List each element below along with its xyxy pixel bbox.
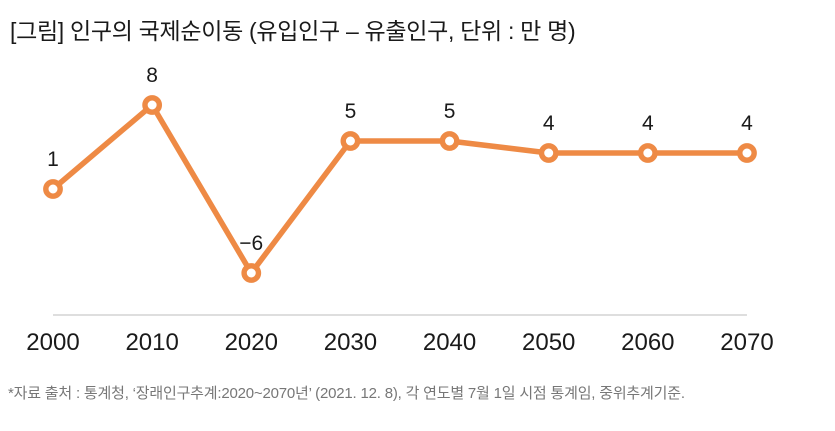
- data-point-label: 1: [47, 148, 59, 171]
- x-axis-tick-label: 2060: [621, 329, 674, 356]
- x-axis-tick-label: 2050: [522, 329, 575, 356]
- data-point-marker: [737, 143, 757, 163]
- x-axis-tick-label: 2010: [125, 329, 178, 356]
- data-point-marker: [637, 143, 658, 163]
- data-point-label: 4: [543, 112, 555, 135]
- data-point-marker: [241, 263, 262, 283]
- data-point-label: 4: [642, 112, 654, 135]
- series-line: [50, 102, 750, 276]
- x-axis-tick-label: 2020: [225, 329, 278, 356]
- data-point-marker: [439, 131, 460, 151]
- figure-title: [그림] 인구의 국제순이동 (유입인구 – 유출인구, 단위 : 만 명): [10, 18, 576, 44]
- data-point-label: 5: [444, 100, 456, 123]
- data-point-marker: [43, 179, 63, 199]
- data-point-label: 5: [345, 100, 357, 123]
- data-point-label: 8: [146, 64, 158, 87]
- x-axis-tick-label: 2070: [720, 329, 773, 356]
- source-footnote: *자료 출처 : 통계청, ‘장래인구추계:2020~2070년’ (2021.…: [8, 385, 685, 402]
- x-axis-tick-label: 2030: [324, 329, 377, 356]
- data-point-marker: [538, 143, 559, 163]
- data-point-label: −6: [239, 232, 263, 255]
- data-point-marker: [142, 95, 163, 115]
- data-point-marker: [340, 131, 361, 151]
- data-point-label: 4: [741, 112, 753, 135]
- x-axis-tick-label: 2000: [26, 329, 79, 356]
- x-axis-tick-label: 2040: [423, 329, 476, 356]
